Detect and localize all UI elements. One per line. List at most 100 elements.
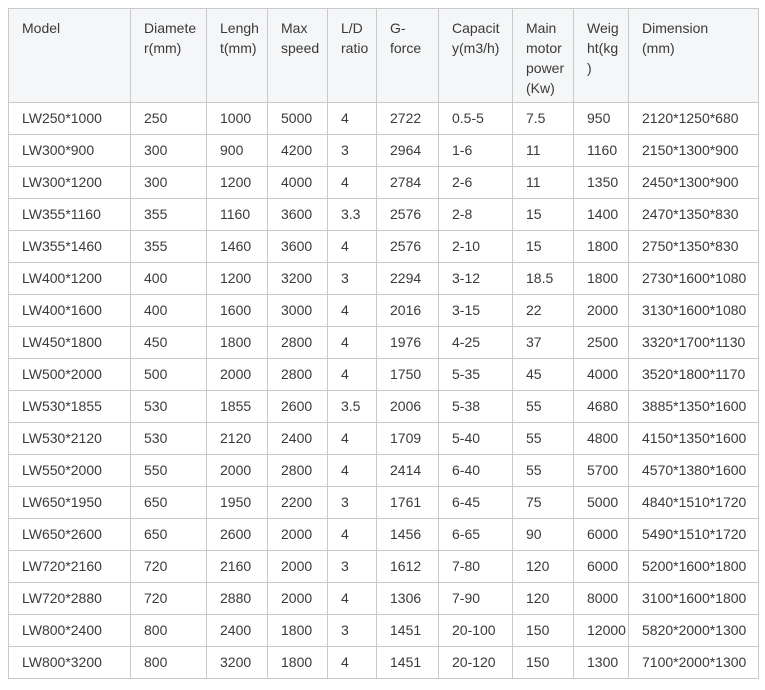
- table-cell: 2160: [206, 550, 268, 583]
- table-cell: 12000: [573, 614, 629, 647]
- table-cell: LW400*1600: [8, 294, 131, 327]
- table-cell: 7-90: [438, 582, 513, 615]
- table-cell: 1950: [206, 486, 268, 519]
- table-cell: 6-45: [438, 486, 513, 519]
- table-cell: LW530*1855: [8, 390, 131, 423]
- table-cell: 75: [512, 486, 574, 519]
- table-cell: LW800*2400: [8, 614, 131, 647]
- table-cell: LW355*1460: [8, 230, 131, 263]
- table-cell: 2000: [267, 582, 328, 615]
- table-cell: 120: [512, 550, 574, 583]
- table-row: LW250*1000 250 1000 5000 4 2722 0.5-5 7.5 950 212…: [8, 102, 759, 135]
- table-cell: 3320*1700*1130: [628, 326, 759, 359]
- table-cell: 400: [130, 294, 207, 327]
- table-cell: 1306: [376, 582, 439, 615]
- table-cell: 15: [512, 198, 574, 231]
- table-row: LW800*2400 800 2400 1800 3 1451 20-100 150 12000…: [8, 614, 759, 647]
- table-cell: 150: [512, 646, 574, 679]
- table-row: LW450*1800 450 1800 2800 4 1976 4-25 37 2500 3320…: [8, 326, 759, 359]
- table-cell: 2576: [376, 230, 439, 263]
- table-row: LW500*2000 500 2000 2800 4 1750 5-35 45 4000 3520…: [8, 358, 759, 391]
- table-cell: 3: [327, 550, 377, 583]
- table-cell: 8000: [573, 582, 629, 615]
- table-cell: 650: [130, 486, 207, 519]
- table-cell: 2120: [206, 422, 268, 455]
- table-cell: 300: [130, 166, 207, 199]
- table-cell: 3.3: [327, 198, 377, 231]
- table-cell: 5700: [573, 454, 629, 487]
- table-row: LW400*1200 400 1200 3200 3 2294 3-12 18.5 1800 27…: [8, 262, 759, 295]
- table-cell: LW650*2600: [8, 518, 131, 551]
- table-cell: 720: [130, 550, 207, 583]
- table-cell: 650: [130, 518, 207, 551]
- table-cell: 4: [327, 454, 377, 487]
- table-cell: 22: [512, 294, 574, 327]
- table-row: LW800*3200 800 3200 1800 4 1451 20-120 150 1300 7…: [8, 646, 759, 679]
- table-cell: 4: [327, 358, 377, 391]
- table-cell: 5000: [267, 102, 328, 135]
- table-cell: 4000: [267, 166, 328, 199]
- table-cell: 900: [206, 134, 268, 167]
- table-row: LW720*2160 720 2160 2000 3 1612 7-80 120 6000 520…: [8, 550, 759, 583]
- table-cell: 1761: [376, 486, 439, 519]
- table-cell: 1800: [267, 614, 328, 647]
- table-cell: 6000: [573, 550, 629, 583]
- table-cell: 3: [327, 262, 377, 295]
- table-cell: LW400*1200: [8, 262, 131, 295]
- column-header: Dimension (mm): [628, 8, 759, 103]
- table-cell: 530: [130, 422, 207, 455]
- table-cell: 4000: [573, 358, 629, 391]
- table-cell: 2000: [267, 518, 328, 551]
- table-cell: 11: [512, 166, 574, 199]
- table-cell: 37: [512, 326, 574, 359]
- table-cell: 3600: [267, 230, 328, 263]
- table-cell: 3200: [267, 262, 328, 295]
- table-cell: 2600: [206, 518, 268, 551]
- table-cell: 3-12: [438, 262, 513, 295]
- table-cell: 4570*1380*1600: [628, 454, 759, 487]
- table-cell: 1451: [376, 646, 439, 679]
- table-cell: 20-100: [438, 614, 513, 647]
- column-header: L/D ratio: [327, 8, 377, 103]
- table-cell: 55: [512, 390, 574, 423]
- table-cell: 800: [130, 614, 207, 647]
- header-row: Model Diameter(mm) Lenght(mm) Max speed L/D …: [8, 8, 759, 103]
- table-cell: 55: [512, 454, 574, 487]
- table-cell: 2000: [267, 550, 328, 583]
- table-cell: 2450*1300*900: [628, 166, 759, 199]
- table-cell: 355: [130, 230, 207, 263]
- table-cell: 2120*1250*680: [628, 102, 759, 135]
- table-cell: 3: [327, 614, 377, 647]
- column-header: Max speed: [267, 8, 328, 103]
- table-row: LW300*900 300 900 4200 3 2964 1-6 11 1160 2150*13…: [8, 134, 759, 167]
- table-cell: 3000: [267, 294, 328, 327]
- table-cell: 1000: [206, 102, 268, 135]
- table-cell: 3885*1350*1600: [628, 390, 759, 423]
- table-cell: 3130*1600*1080: [628, 294, 759, 327]
- table-cell: 4: [327, 294, 377, 327]
- table-cell: 1456: [376, 518, 439, 551]
- table-cell: 400: [130, 262, 207, 295]
- table-cell: 150: [512, 614, 574, 647]
- column-header: Main motor power (Kw): [512, 8, 574, 103]
- table-row: LW400*1600 400 1600 3000 4 2016 3-15 22 2000 3130…: [8, 294, 759, 327]
- table-row: LW720*2880 720 2880 2000 4 1306 7-90 120 8000 310…: [8, 582, 759, 615]
- table-cell: 2000: [206, 454, 268, 487]
- table-cell: LW355*1160: [8, 198, 131, 231]
- table-row: LW530*2120 530 2120 2400 4 1709 5-40 55 4800 4150…: [8, 422, 759, 455]
- table-row: LW355*1160 355 1160 3600 3.3 2576 2-8 15 1400 247…: [8, 198, 759, 231]
- table-cell: 11: [512, 134, 574, 167]
- table-cell: 5490*1510*1720: [628, 518, 759, 551]
- table-cell: 2294: [376, 262, 439, 295]
- table-cell: 1800: [206, 326, 268, 359]
- table-cell: LW720*2880: [8, 582, 131, 615]
- table-cell: 2150*1300*900: [628, 134, 759, 167]
- table-cell: 4840*1510*1720: [628, 486, 759, 519]
- table-cell: 5-40: [438, 422, 513, 455]
- table-header: Model Diameter(mm) Lenght(mm) Max speed L/D …: [8, 8, 759, 103]
- table-cell: 1200: [206, 166, 268, 199]
- table-cell: 90: [512, 518, 574, 551]
- table-cell: LW250*1000: [8, 102, 131, 135]
- table-row: LW530*1855 530 1855 2600 3.5 2006 5-38 55 4680 38…: [8, 390, 759, 423]
- column-header: Capacity(m3/h): [438, 8, 513, 103]
